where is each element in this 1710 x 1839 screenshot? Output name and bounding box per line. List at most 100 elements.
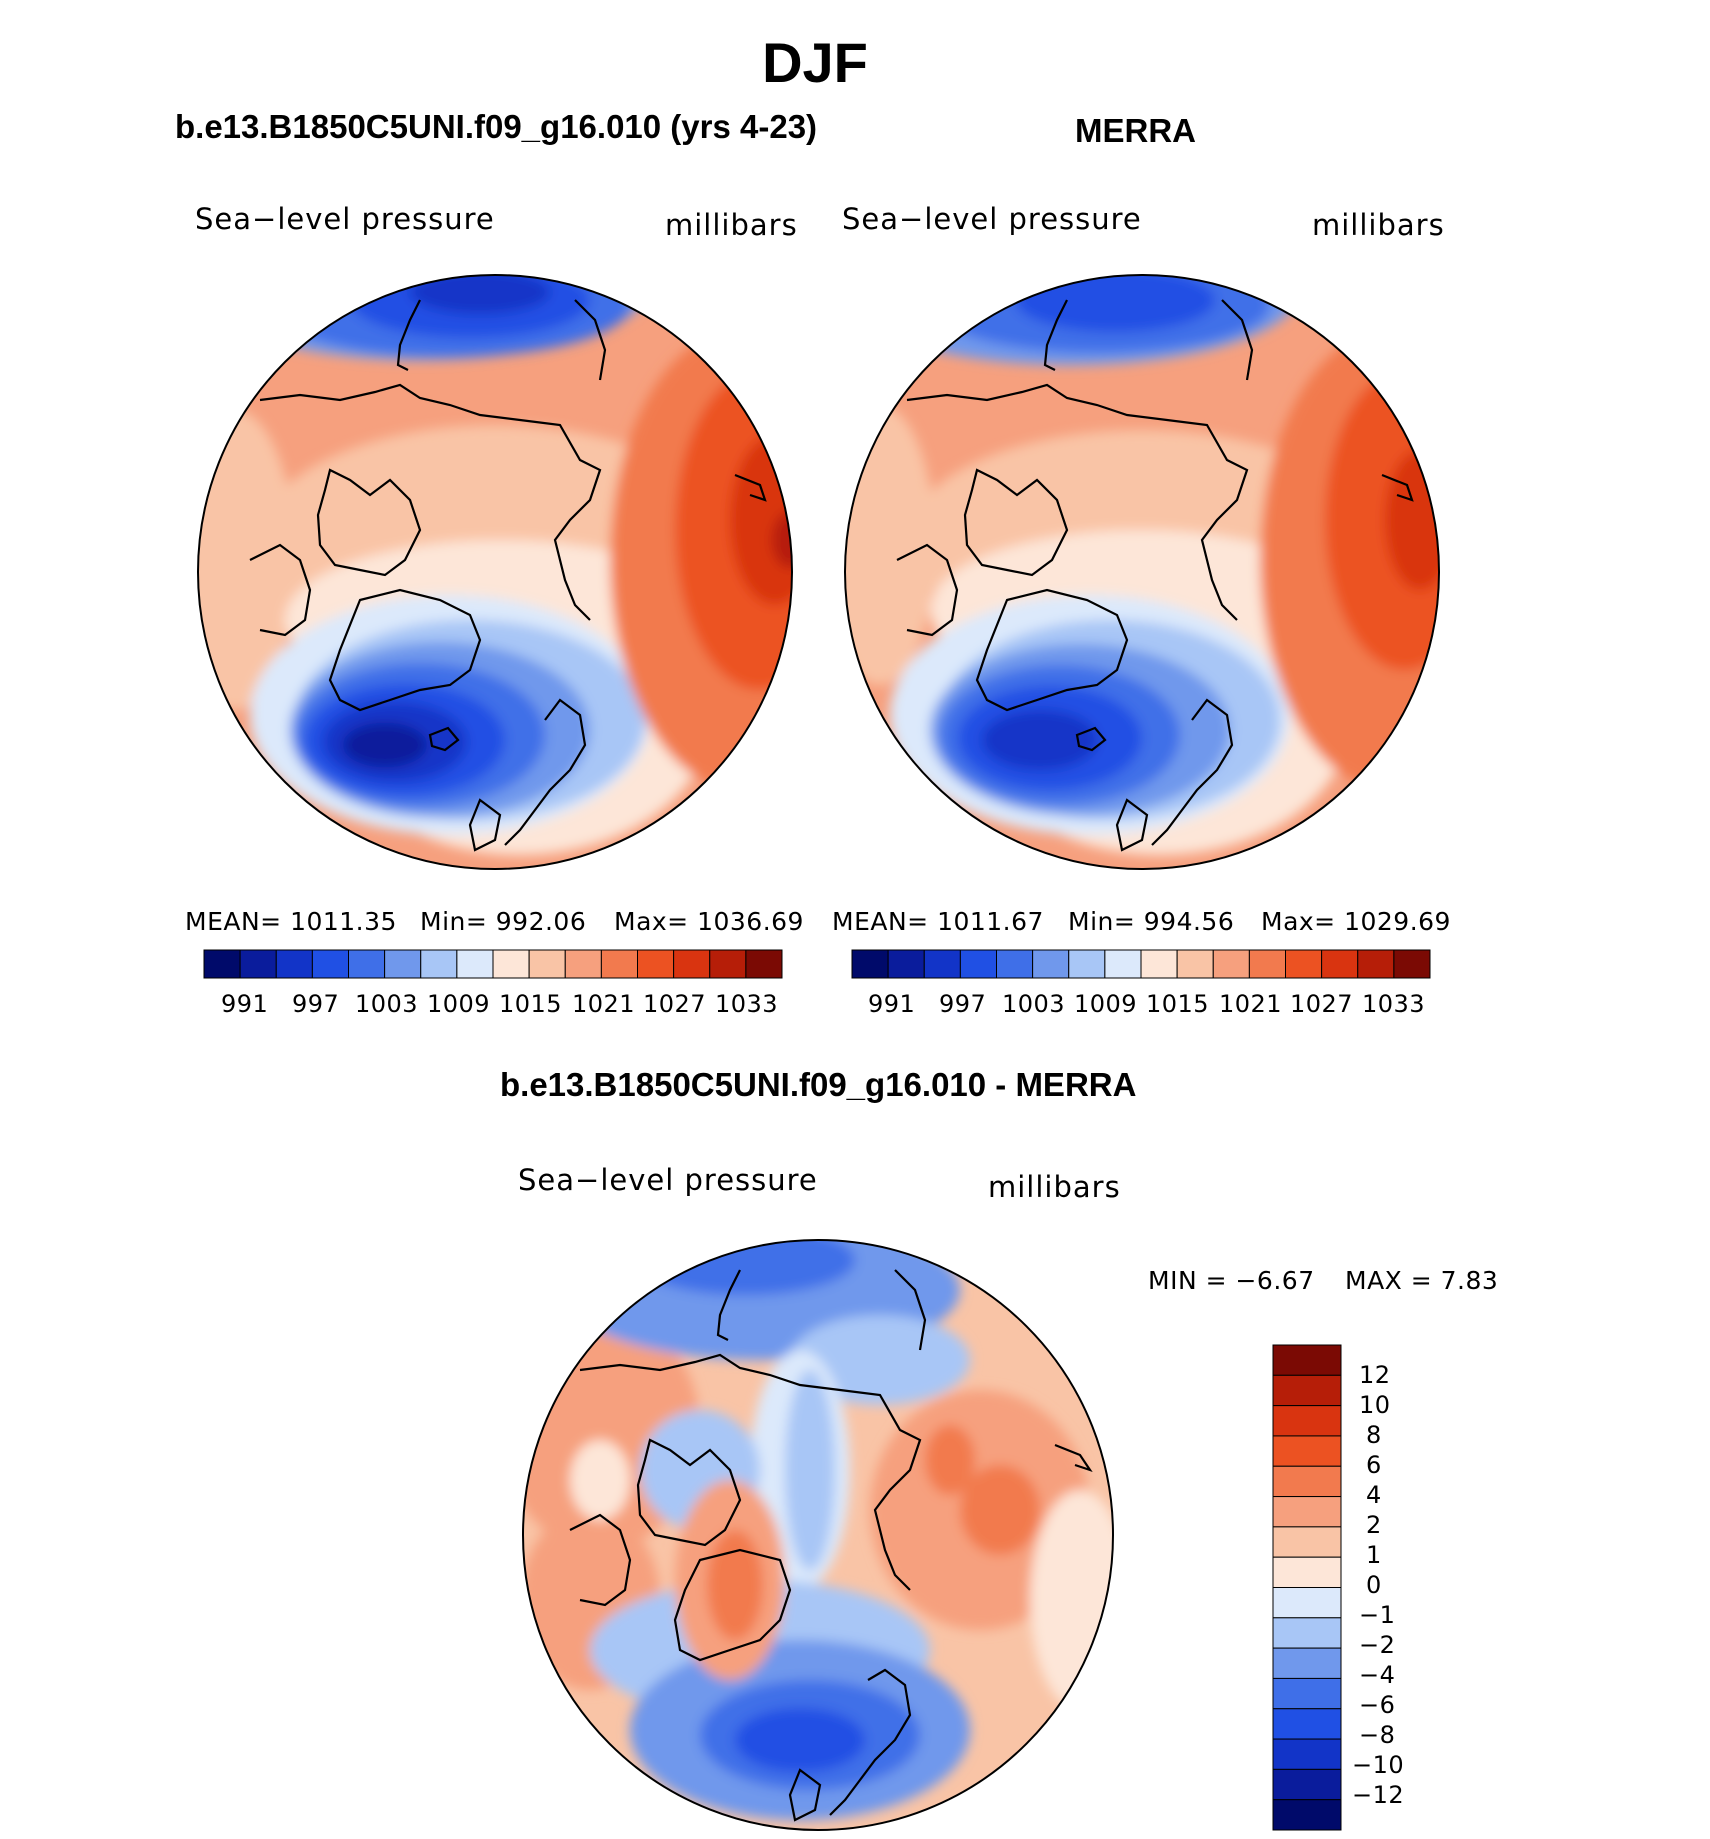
cb3-tick: −2 xyxy=(1359,1631,1396,1659)
panel3-title: b.e13.B1850C5UNI.f09_g16.010 - MERRA xyxy=(500,1066,1137,1103)
cb3-tick: 0 xyxy=(1366,1571,1382,1599)
colorbar-swatch xyxy=(203,949,241,979)
colorbar-swatch xyxy=(1104,949,1142,979)
panel1-title: b.e13.B1850C5UNI.f09_g16.010 (yrs 4-23) xyxy=(175,108,818,145)
colorbar-swatch xyxy=(384,949,422,979)
cb2-tick: 1027 xyxy=(1290,990,1354,1018)
colorbar-swatch xyxy=(1272,1465,1342,1498)
colorbar-swatch xyxy=(1272,1405,1342,1437)
colorbar-swatch xyxy=(1272,1435,1342,1467)
colorbar-swatch xyxy=(923,949,961,979)
colorbar-swatch xyxy=(1140,949,1178,979)
colorbar-swatch xyxy=(1272,1708,1342,1740)
colorbar-swatch xyxy=(528,949,566,979)
cb1-tick: 991 xyxy=(221,990,269,1018)
colorbar-swatch xyxy=(1321,949,1359,979)
colorbar-swatch xyxy=(348,949,386,979)
colorbar-swatch xyxy=(1272,1677,1342,1710)
cb2-tick: 1015 xyxy=(1146,990,1210,1018)
cb3-tick: 8 xyxy=(1366,1421,1382,1449)
colorbar-swatch xyxy=(1272,1799,1342,1831)
colorbar-swatch xyxy=(564,949,602,979)
colorbar-swatch xyxy=(745,949,783,979)
cb3-tick: −8 xyxy=(1359,1721,1396,1749)
cb1-tick: 1015 xyxy=(499,990,563,1018)
panel2-units-label: millibars xyxy=(1312,208,1445,242)
cb2-tick: 991 xyxy=(868,990,916,1018)
cb1-tick: 1033 xyxy=(715,990,779,1018)
panel3-min: MIN = −6.67 xyxy=(1148,1266,1315,1295)
cb2-tick: 1003 xyxy=(1002,990,1066,1018)
colorbar-swatch xyxy=(637,949,675,979)
colorbar-swatch xyxy=(1176,949,1214,979)
panel1-mean: MEAN= 1011.35 xyxy=(185,907,397,936)
colorbar-swatch xyxy=(996,949,1034,979)
cb3-tick: 10 xyxy=(1359,1391,1391,1419)
cb3-tick: 12 xyxy=(1359,1361,1391,1389)
merra-slp-map xyxy=(844,274,1440,870)
panel1-min: Min= 992.06 xyxy=(420,907,587,936)
colorbar-swatch xyxy=(275,949,313,979)
panel1-units-label: millibars xyxy=(665,208,798,242)
cb2-tick: 1033 xyxy=(1362,990,1426,1018)
cb3-tick: −4 xyxy=(1359,1661,1396,1689)
panel1-variable-label: Sea−level pressure xyxy=(195,202,495,236)
colorbar-swatch xyxy=(492,949,530,979)
colorbar-merra xyxy=(851,949,1431,979)
colorbar-swatch xyxy=(1285,949,1323,979)
colorbar-swatch xyxy=(600,949,638,979)
panel2-min: Min= 994.56 xyxy=(1068,907,1235,936)
colorbar-swatch xyxy=(1248,949,1286,979)
colorbar-swatch xyxy=(673,949,711,979)
panel2-title: MERRA xyxy=(1075,112,1196,149)
colorbar-swatch xyxy=(1272,1738,1342,1770)
cb1-tick: 1021 xyxy=(572,990,636,1018)
cb1-tick: 1003 xyxy=(355,990,419,1018)
cb3-tick: −10 xyxy=(1352,1751,1405,1779)
colorbar-swatch xyxy=(1068,949,1106,979)
colorbar-swatch xyxy=(851,949,889,979)
colorbar-swatch xyxy=(1212,949,1250,979)
colorbar-swatch xyxy=(311,949,349,979)
colorbar-swatch xyxy=(1032,949,1070,979)
cb1-tick: 1009 xyxy=(427,990,491,1018)
colorbar-swatch xyxy=(709,949,747,979)
colorbar-swatch xyxy=(239,949,277,979)
colorbar-swatch xyxy=(1272,1556,1342,1588)
cb3-tick: 2 xyxy=(1366,1511,1382,1539)
cb3-tick: −12 xyxy=(1352,1781,1405,1809)
panel3-units-label: millibars xyxy=(988,1170,1121,1204)
cb3-tick: 4 xyxy=(1366,1481,1382,1509)
panel3-variable-label: Sea−level pressure xyxy=(518,1163,818,1197)
colorbar-difference xyxy=(1272,1344,1342,1831)
colorbar-swatch xyxy=(1272,1587,1342,1619)
colorbar-model xyxy=(203,949,783,979)
colorbar-swatch xyxy=(420,949,458,979)
panel2-max: Max= 1029.69 xyxy=(1261,907,1451,936)
cb2-tick: 1021 xyxy=(1219,990,1283,1018)
colorbar-swatch xyxy=(1272,1496,1342,1528)
colorbar-swatch xyxy=(1272,1526,1342,1558)
panel1-max: Max= 1036.69 xyxy=(614,907,804,936)
cb3-tick: 1 xyxy=(1366,1541,1382,1569)
panel3-max: MAX = 7.83 xyxy=(1345,1266,1499,1295)
cb3-tick: −6 xyxy=(1359,1691,1396,1719)
cb3-tick: −1 xyxy=(1359,1601,1396,1629)
cb2-tick: 997 xyxy=(939,990,987,1018)
colorbar-swatch xyxy=(1272,1768,1342,1801)
colorbar-swatch xyxy=(887,949,925,979)
cb1-tick: 1027 xyxy=(643,990,707,1018)
colorbar-swatch xyxy=(1272,1647,1342,1679)
colorbar-swatch xyxy=(1272,1344,1342,1376)
colorbar-swatch xyxy=(1272,1617,1342,1649)
panel2-variable-label: Sea−level pressure xyxy=(842,202,1142,236)
model-slp-map xyxy=(197,274,793,870)
colorbar-swatch xyxy=(1272,1374,1342,1407)
colorbar-swatch xyxy=(1393,949,1431,979)
colorbar-swatch xyxy=(959,949,997,979)
colorbar-swatch xyxy=(1357,949,1395,979)
colorbar-swatch xyxy=(456,949,494,979)
cb1-tick: 997 xyxy=(292,990,340,1018)
difference-map xyxy=(522,1239,1114,1831)
